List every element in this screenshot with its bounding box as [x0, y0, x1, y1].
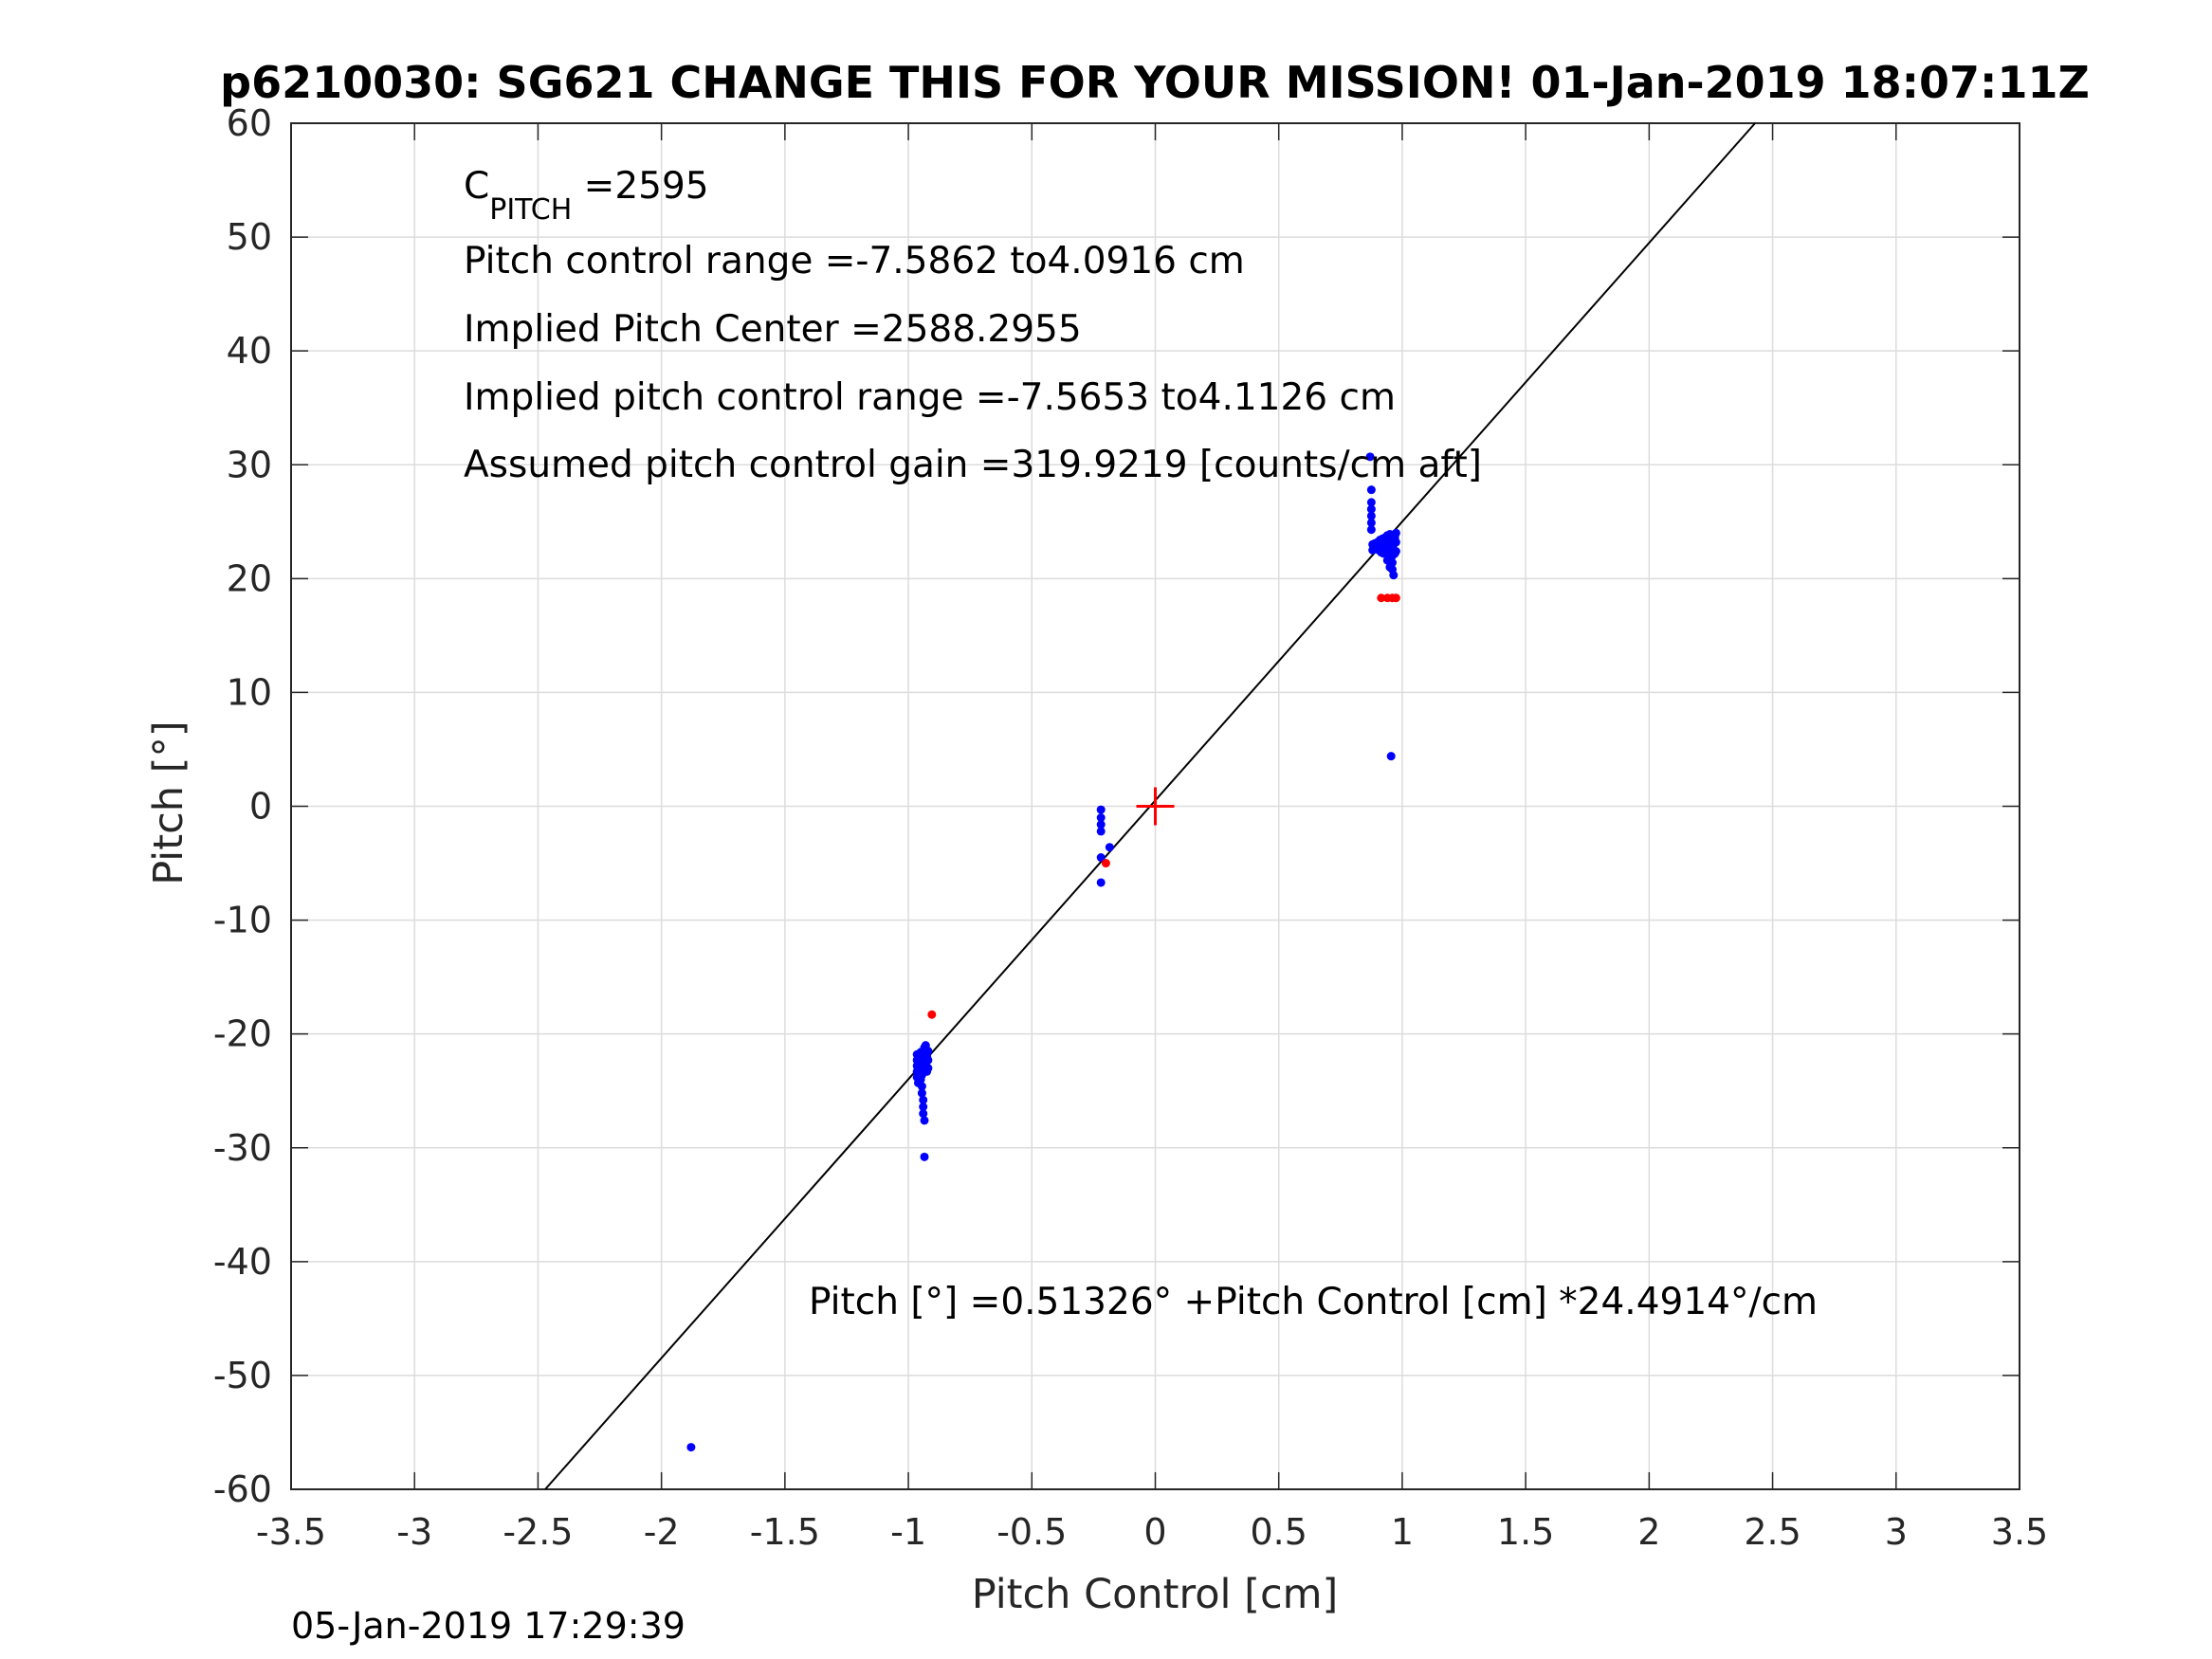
x-tick-label: 2.5	[1744, 1511, 1801, 1553]
data-point	[923, 1064, 933, 1073]
data-point	[919, 1103, 928, 1112]
y-tick-label: -40	[213, 1241, 272, 1283]
x-tick-label: -2.5	[503, 1511, 573, 1553]
data-point	[1365, 452, 1375, 462]
data-point	[1377, 593, 1386, 603]
x-tick-label: -0.5	[996, 1511, 1067, 1553]
series-1	[927, 593, 1400, 1019]
data-point	[686, 1443, 696, 1452]
x-tick-label: 2	[1637, 1511, 1660, 1553]
x-tick-label: -2	[644, 1511, 680, 1553]
center-marker-group	[1136, 787, 1175, 826]
data-point	[1366, 525, 1376, 535]
x-tick-label: 3	[1885, 1511, 1908, 1553]
assumed-gain-text: Assumed pitch control gain =319.9219 [co…	[464, 444, 1482, 486]
data-point	[917, 1088, 926, 1098]
data-point	[917, 1070, 926, 1080]
chart-title: p6210030: SG621 CHANGE THIS FOR YOUR MIS…	[220, 57, 2090, 108]
y-tick-label: -20	[213, 1013, 272, 1055]
c-pitch-prefix: C	[464, 165, 489, 208]
data-point	[1105, 843, 1114, 852]
x-axis-label: Pitch Control [cm]	[972, 1571, 1339, 1618]
y-tick-label: 0	[249, 786, 272, 828]
y-tick-label: 60	[227, 102, 272, 144]
data-point	[1096, 878, 1106, 887]
series-0	[686, 452, 1400, 1452]
data-point	[1366, 504, 1376, 514]
footer-timestamp: 05-Jan-2019 17:29:39	[291, 1605, 686, 1647]
y-tick-label: 10	[227, 671, 272, 713]
data-point	[919, 1095, 928, 1104]
y-tick-label: -60	[213, 1468, 272, 1510]
data-point	[920, 1116, 929, 1125]
x-tick-label: 0.5	[1250, 1511, 1307, 1553]
x-tick-label: -3	[396, 1511, 432, 1553]
y-tick-label: 50	[227, 216, 272, 258]
data-point	[923, 1055, 933, 1065]
data-point	[1386, 752, 1396, 761]
regression-equation-text: Pitch [°] =0.51326° +Pitch Control [cm] …	[809, 1281, 1818, 1323]
data-point	[1366, 498, 1376, 507]
y-tick-label: -30	[213, 1127, 272, 1169]
c-pitch-value: =2595	[572, 165, 708, 208]
data-point	[1101, 859, 1110, 868]
data-point	[1366, 485, 1376, 495]
x-tick-label: -1.5	[750, 1511, 820, 1553]
x-axis-ticks: -3.5 -3 -2.5 -2 -1.5 -1 -0.5 0 0.5 1 1.5 2 2.5 3 3.5	[256, 123, 2048, 1553]
data-point	[1391, 593, 1400, 603]
y-tick-label: -10	[213, 900, 272, 941]
c-pitch-annotation: CPITCH =2595	[464, 165, 709, 227]
data-point	[1366, 511, 1376, 520]
data-point	[1391, 547, 1400, 556]
data-point	[1385, 562, 1395, 572]
x-tick-label: 1.5	[1497, 1511, 1554, 1553]
data-point	[920, 1152, 929, 1161]
y-axis-ticks: -60 -50 -40 -30 -20 -10 0 10 20 30 40 50 60	[213, 102, 2020, 1510]
data-point	[1382, 556, 1392, 565]
data-point	[919, 1109, 928, 1119]
x-tick-label: 3.5	[1991, 1511, 2048, 1553]
data-point	[1096, 813, 1106, 823]
pitch-control-range-text: Pitch control range =-7.5862 to4.0916 cm	[464, 240, 1245, 283]
data-point	[1096, 820, 1106, 830]
y-tick-label: -50	[213, 1355, 272, 1396]
y-axis-label: Pitch [°]	[145, 720, 192, 884]
implied-pitch-control-range-text: Implied pitch control range =-7.5653 to4…	[464, 376, 1396, 419]
data-point	[1096, 853, 1106, 863]
data-point	[1391, 538, 1400, 547]
data-point	[1366, 518, 1376, 527]
y-tick-label: 30	[227, 444, 272, 485]
implied-pitch-center-text: Implied Pitch Center =2588.2955	[464, 308, 1082, 351]
y-tick-label: 40	[227, 330, 272, 372]
data-point	[1096, 827, 1106, 836]
x-tick-label: -3.5	[256, 1511, 326, 1553]
y-tick-label: 20	[227, 557, 272, 599]
data-point	[1096, 805, 1106, 814]
data-point	[1389, 571, 1398, 580]
data-point	[1374, 545, 1383, 555]
data-point	[927, 1010, 937, 1019]
data-points	[686, 452, 1400, 1452]
x-tick-label: 0	[1143, 1511, 1166, 1553]
x-tick-label: -1	[890, 1511, 926, 1553]
data-point	[917, 1082, 926, 1091]
data-point	[1391, 528, 1400, 538]
data-point	[923, 1047, 933, 1056]
x-tick-label: 1	[1391, 1511, 1414, 1553]
c-pitch-subscript: PITCH	[489, 193, 572, 227]
